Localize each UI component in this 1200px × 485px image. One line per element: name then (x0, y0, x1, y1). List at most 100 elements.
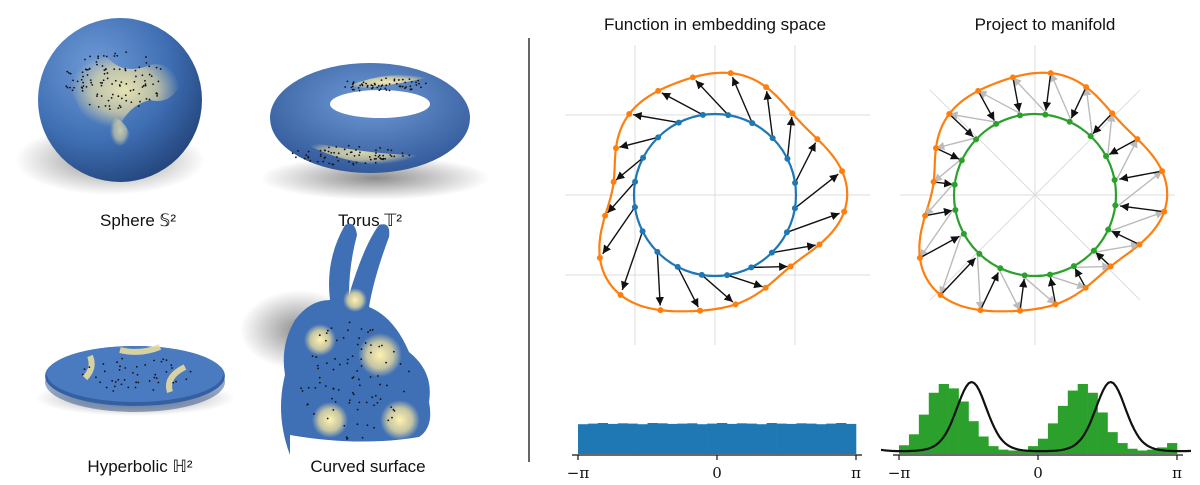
sample-dot (387, 148, 389, 151)
sample-dot (373, 426, 375, 429)
sample-dot (96, 95, 98, 97)
sample-dot (124, 69, 127, 72)
base-point (640, 154, 647, 161)
sample-dot (330, 327, 333, 330)
mapped-point (762, 284, 769, 291)
mapped-point (946, 111, 953, 118)
sample-dot (405, 86, 408, 88)
base-point (655, 134, 662, 141)
mapped-point (657, 307, 664, 314)
mapped-point (1136, 241, 1143, 248)
sample-dot (374, 394, 377, 397)
hist-bar (826, 423, 837, 454)
sample-dot (152, 389, 155, 391)
hist-bar (1117, 443, 1128, 454)
sample-dot (319, 155, 322, 157)
sample-dot (129, 89, 132, 92)
sample-dot (369, 351, 372, 354)
sample-dot (318, 376, 321, 379)
original-arrow (935, 136, 979, 151)
sample-dot (162, 358, 165, 361)
sample-dot (114, 79, 117, 82)
sample-dot (376, 86, 379, 89)
sample-dot (401, 78, 404, 81)
sample-dot (134, 386, 137, 389)
sample-dot (96, 93, 99, 96)
sample-dot (72, 79, 74, 82)
sample-dot (330, 151, 333, 154)
sample-dot (361, 436, 364, 439)
sample-dot (294, 156, 297, 159)
sample-dot (362, 81, 365, 84)
sample-dot (132, 372, 134, 374)
sample-dot (67, 72, 70, 74)
original-arrow (1091, 241, 1140, 254)
original-arrow (1106, 210, 1165, 233)
sample-dot (381, 158, 384, 160)
tick-pi: π (851, 464, 861, 482)
hist-bar (657, 423, 668, 454)
base-point (784, 155, 791, 162)
tick-zero: 0 (1033, 464, 1043, 482)
projected-point (1046, 271, 1053, 278)
sample-dot (135, 75, 137, 78)
sample-dot (303, 157, 306, 160)
sample-dot (326, 329, 329, 332)
curved-surface-label: Curved surface (310, 457, 425, 476)
mapped-point (932, 145, 939, 152)
hist-bar (978, 436, 989, 454)
sample-dot (336, 339, 338, 342)
base-point (748, 264, 755, 271)
original-arrow (975, 251, 985, 311)
bunny-illustration (240, 223, 431, 455)
projected-point (952, 206, 959, 213)
sample-dot (95, 61, 98, 63)
sample-dot (307, 156, 310, 159)
sample-dot (351, 377, 354, 379)
project-arrow (1111, 230, 1140, 246)
sample-dot (118, 84, 121, 86)
sample-dot (110, 96, 113, 99)
hist-bar (1018, 449, 1029, 454)
mapped-point (689, 74, 696, 81)
projection-panel (900, 45, 1175, 345)
sample-dot (96, 63, 98, 66)
sample-dot (334, 358, 336, 360)
mapped-point (814, 136, 821, 143)
sample-dot (338, 363, 341, 366)
push-arrow (655, 251, 664, 306)
project-arrow (1070, 86, 1087, 119)
sample-dot (374, 154, 377, 157)
project-arrow (1092, 112, 1113, 135)
sample-dot (175, 380, 177, 383)
mapped-point (839, 168, 846, 175)
sample-dot (408, 154, 411, 157)
sample-dot (346, 362, 349, 365)
sample-dot (148, 380, 151, 382)
sample-dot (328, 162, 331, 165)
sample-dot (360, 348, 363, 351)
sample-dot (160, 360, 163, 363)
sample-dot (89, 55, 91, 58)
hist-bar (1107, 432, 1118, 454)
sample-dot (119, 365, 121, 368)
sample-dot (381, 84, 384, 87)
push-arrow (786, 212, 840, 233)
sample-dot (337, 159, 340, 162)
sample-dot (185, 378, 188, 381)
sample-dot (325, 362, 328, 365)
hist-bar (1038, 438, 1049, 454)
original-arrow (997, 266, 1021, 311)
sample-dot (118, 68, 121, 71)
sample-dot (170, 364, 173, 367)
sample-dot (332, 163, 335, 166)
sphere-label: Sphere 𝕊² (100, 211, 176, 230)
sample-dot (144, 364, 147, 366)
sample-dot (124, 68, 127, 70)
sample-dot (125, 51, 128, 53)
sample-dot (415, 84, 418, 86)
sample-dot (316, 364, 319, 367)
sample-dot (337, 152, 340, 155)
projected-point (1111, 177, 1118, 184)
project-arrow (933, 179, 953, 188)
